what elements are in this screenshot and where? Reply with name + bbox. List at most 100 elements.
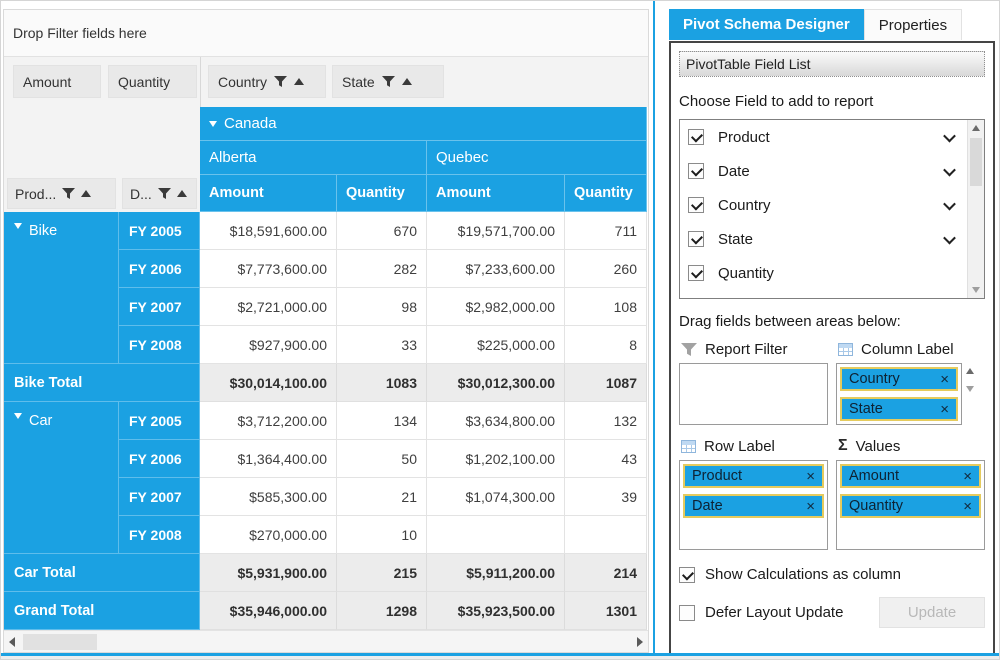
field-list-item-product[interactable]: Product — [680, 120, 984, 154]
measure-header-quantity[interactable]: Quantity — [337, 175, 427, 212]
remove-icon[interactable]: × — [963, 497, 972, 515]
pivot-value-cell[interactable]: $7,233,600.00 — [427, 250, 565, 288]
field-list-item-date[interactable]: Date — [680, 154, 984, 188]
pivot-value-cell[interactable]: 50 — [337, 440, 427, 478]
column-label-area[interactable]: Country × State × — [836, 363, 962, 425]
column-header-state[interactable]: Alberta — [200, 141, 427, 175]
scroll-left-icon[interactable] — [4, 631, 20, 653]
pivot-value-cell[interactable] — [565, 516, 647, 554]
pivot-value-cell[interactable]: 711 — [565, 212, 647, 250]
defer-layout-checkbox[interactable] — [679, 604, 695, 621]
field-list-item-state[interactable]: State — [680, 222, 984, 256]
panel-splitter[interactable] — [653, 1, 655, 654]
field-chip-quantity[interactable]: Quantity × — [840, 494, 981, 518]
row-header-group-bike[interactable]: Bike — [4, 212, 119, 364]
field-chip-amount[interactable]: Amount × — [840, 464, 981, 488]
value-field-button-amount[interactable]: Amount — [13, 65, 101, 98]
pivot-value-cell[interactable]: 33 — [337, 326, 427, 364]
pivot-value-cell[interactable]: 21 — [337, 478, 427, 516]
remove-icon[interactable]: × — [940, 400, 949, 418]
pivot-value-cell[interactable] — [427, 516, 565, 554]
pivot-total-cell[interactable]: $30,012,300.00 — [427, 364, 565, 402]
pivot-value-cell[interactable]: 134 — [337, 402, 427, 440]
collapse-icon[interactable] — [14, 223, 22, 229]
pivot-total-cell[interactable]: $35,946,000.00 — [200, 592, 337, 630]
column-field-button-country[interactable]: Country — [208, 65, 326, 98]
filter-drop-zone[interactable]: Drop Filter fields here — [4, 10, 648, 57]
pivot-total-cell[interactable]: $5,931,900.00 — [200, 554, 337, 592]
pivot-value-cell[interactable]: $225,000.00 — [427, 326, 565, 364]
pivot-total-cell[interactable]: 214 — [565, 554, 647, 592]
row-header-period[interactable]: FY 2007 — [119, 478, 200, 516]
pivot-value-cell[interactable]: 39 — [565, 478, 647, 516]
pivot-value-cell[interactable]: 108 — [565, 288, 647, 326]
pivot-total-cell[interactable]: 215 — [337, 554, 427, 592]
remove-icon[interactable]: × — [806, 497, 815, 515]
row-header-period[interactable]: FY 2005 — [119, 212, 200, 250]
remove-icon[interactable]: × — [940, 370, 949, 388]
measure-header-amount[interactable]: Amount — [427, 175, 565, 212]
field-checkbox[interactable] — [688, 231, 704, 247]
row-header-period[interactable]: FY 2008 — [119, 516, 200, 554]
row-header-period[interactable]: FY 2008 — [119, 326, 200, 364]
collapse-icon[interactable] — [209, 120, 217, 127]
pivot-value-cell[interactable]: 98 — [337, 288, 427, 326]
row-header-period[interactable]: FY 2005 — [119, 402, 200, 440]
pivot-value-cell[interactable]: 670 — [337, 212, 427, 250]
field-list-item-country[interactable]: Country — [680, 188, 984, 222]
sort-ascending-icon[interactable] — [401, 78, 412, 85]
pivot-total-cell[interactable]: 1298 — [337, 592, 427, 630]
pivot-value-cell[interactable]: 43 — [565, 440, 647, 478]
remove-icon[interactable]: × — [806, 467, 815, 485]
column-field-button-state[interactable]: State — [332, 65, 444, 98]
pivot-total-cell[interactable]: $5,911,200.00 — [427, 554, 565, 592]
pivot-total-cell[interactable]: $35,923,500.00 — [427, 592, 565, 630]
column-header-state[interactable]: Quebec — [427, 141, 647, 175]
row-header-total[interactable]: Car Total — [4, 554, 200, 592]
pivot-value-cell[interactable]: 10 — [337, 516, 427, 554]
row-header-total[interactable]: Bike Total — [4, 364, 200, 402]
sort-ascending-icon[interactable] — [176, 190, 187, 197]
row-header-period[interactable]: FY 2007 — [119, 288, 200, 326]
pivot-total-cell[interactable]: 1301 — [565, 592, 647, 630]
field-list-scrollbar[interactable] — [967, 120, 984, 298]
row-header-total[interactable]: Grand Total — [4, 592, 200, 630]
sort-ascending-icon[interactable] — [81, 190, 92, 197]
column-header-country[interactable]: Canada — [200, 107, 647, 141]
pivot-value-cell[interactable]: 132 — [565, 402, 647, 440]
chevron-down-icon[interactable] — [943, 197, 956, 210]
pivot-value-cell[interactable]: 282 — [337, 250, 427, 288]
collapse-icon[interactable] — [14, 413, 22, 419]
pivot-value-cell[interactable]: $1,364,400.00 — [200, 440, 337, 478]
pivot-total-cell[interactable]: 1087 — [565, 364, 647, 402]
scrollbar-thumb[interactable] — [23, 634, 97, 650]
measure-header-amount[interactable]: Amount — [200, 175, 337, 212]
pivot-total-cell[interactable]: $30,014,100.00 — [200, 364, 337, 402]
report-filter-area[interactable] — [679, 363, 828, 425]
field-chip-date[interactable]: Date × — [683, 494, 824, 518]
row-field-button-product[interactable]: Prod... — [7, 178, 116, 209]
row-header-period[interactable]: FY 2006 — [119, 250, 200, 288]
tab-properties[interactable]: Properties — [863, 9, 963, 40]
scroll-up-icon[interactable] — [968, 120, 984, 136]
field-checkbox[interactable] — [688, 265, 704, 281]
area-scroll-down-icon[interactable] — [966, 386, 974, 392]
pivot-value-cell[interactable]: $18,591,600.00 — [200, 212, 337, 250]
pivot-value-cell[interactable]: $585,300.00 — [200, 478, 337, 516]
row-field-button-date[interactable]: D... — [122, 178, 197, 209]
pivot-value-cell[interactable]: $1,074,300.00 — [427, 478, 565, 516]
row-header-period[interactable]: FY 2006 — [119, 440, 200, 478]
pivot-value-cell[interactable]: $2,982,000.00 — [427, 288, 565, 326]
scrollbar-thumb[interactable] — [970, 138, 982, 186]
pivot-value-cell[interactable]: $270,000.00 — [200, 516, 337, 554]
field-list-item-quantity[interactable]: Quantity — [680, 256, 984, 290]
pivot-value-cell[interactable]: $3,712,200.00 — [200, 402, 337, 440]
chevron-down-icon[interactable] — [943, 231, 956, 244]
value-field-button-quantity[interactable]: Quantity — [108, 65, 197, 98]
scroll-right-icon[interactable] — [632, 631, 648, 653]
chevron-down-icon[interactable] — [943, 163, 956, 176]
field-checkbox[interactable] — [688, 197, 704, 213]
update-button[interactable]: Update — [879, 597, 985, 628]
pivot-value-cell[interactable]: $7,773,600.00 — [200, 250, 337, 288]
remove-icon[interactable]: × — [963, 467, 972, 485]
